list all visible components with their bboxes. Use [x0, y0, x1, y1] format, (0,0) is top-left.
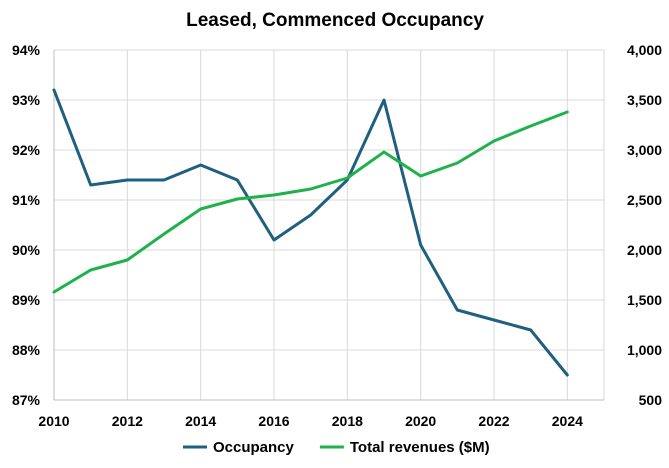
y-left-tick-label: 88%: [12, 342, 41, 358]
y-left-tick-label: 90%: [12, 242, 41, 258]
x-tick-label: 2010: [38, 413, 69, 429]
y-left-tick-label: 91%: [12, 192, 41, 208]
y-left-tick-label: 94%: [12, 42, 41, 58]
axes: [53, 50, 604, 401]
y-left-tick-label: 92%: [12, 142, 41, 158]
x-tick-label: 2018: [332, 413, 363, 429]
y-left-tick-label: 89%: [12, 292, 41, 308]
y-right-tick-label: 3,500: [627, 92, 662, 108]
series-line-occupancy: [52, 88, 569, 377]
legend-label-occupancy: Occupancy: [213, 439, 295, 456]
chart-title: Leased, Commenced Occupancy: [186, 10, 484, 31]
legend: Occupancy Total revenues ($M): [183, 439, 490, 456]
x-tick-label: 2014: [185, 413, 216, 429]
legend-label-total-revenues-m: Total revenues ($M): [350, 439, 490, 456]
y-right-tick-label: 2,500: [627, 192, 662, 208]
x-tick-label: 2024: [552, 413, 583, 429]
y-right-tick-label: 4,000: [627, 42, 662, 58]
y-right-tick-label: 2,000: [627, 242, 662, 258]
tick-labels: 87% 88% 89% 90% 91% 92% 93% 94% 500 1,000 1,500 2,0…: [12, 42, 662, 429]
series-lines: [52, 88, 569, 377]
x-tick-label: 2012: [112, 413, 143, 429]
y-right-tick-label: 3,000: [627, 142, 662, 158]
x-tick-label: 2020: [405, 413, 436, 429]
x-tick-label: 2016: [258, 413, 289, 429]
y-left-tick-label: 93%: [12, 92, 41, 108]
grid-lines: [54, 49, 605, 400]
series-line-total-revenues-m: [52, 110, 569, 294]
y-right-tick-label: 1,500: [627, 292, 662, 308]
y-right-tick-label: 500: [639, 392, 663, 408]
y-right-tick-label: 1,000: [627, 342, 662, 358]
x-tick-label: 2022: [478, 413, 509, 429]
y-left-tick-label: 87%: [12, 392, 41, 408]
